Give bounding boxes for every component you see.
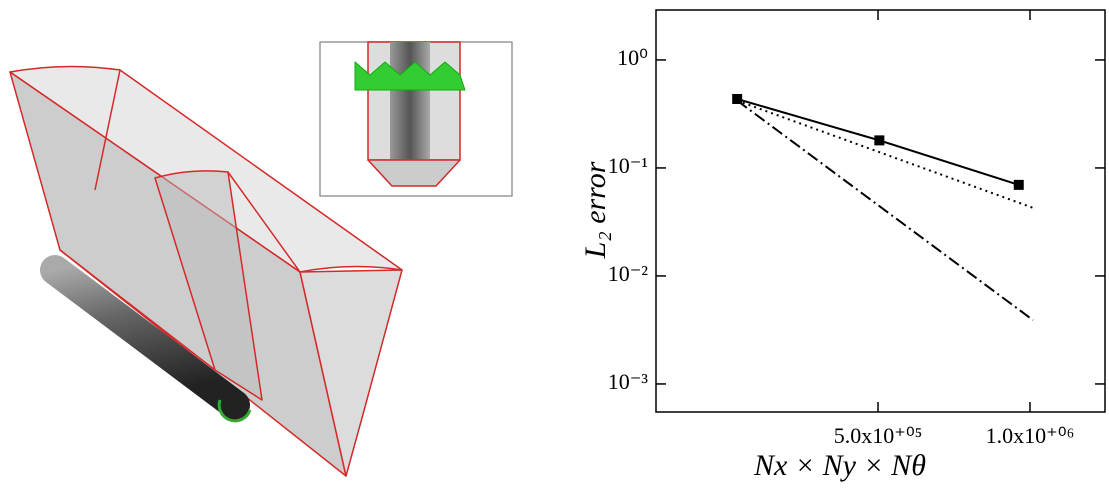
x-tick-label: 5.0x10⁺⁰⁵ [834,423,923,448]
y-tick-label: 10⁰ [617,45,648,70]
marker [874,135,885,146]
y-axis-label: L₂ error [579,161,612,259]
marker [732,93,743,104]
series-line [736,99,1034,321]
series-line [736,99,1034,209]
y-tick-label: 10⁻³ [608,369,649,394]
geometry-render [9,41,513,477]
x-axis-label: Nx × Ny × Nθ [753,449,926,482]
x-tick-label: 1.0x10⁺⁰⁶ [986,423,1075,448]
plot-frame [655,9,1106,413]
marker [1013,179,1024,190]
y-tick-label: 10⁻¹ [608,153,648,178]
y-tick-label: 10⁻² [608,261,649,286]
